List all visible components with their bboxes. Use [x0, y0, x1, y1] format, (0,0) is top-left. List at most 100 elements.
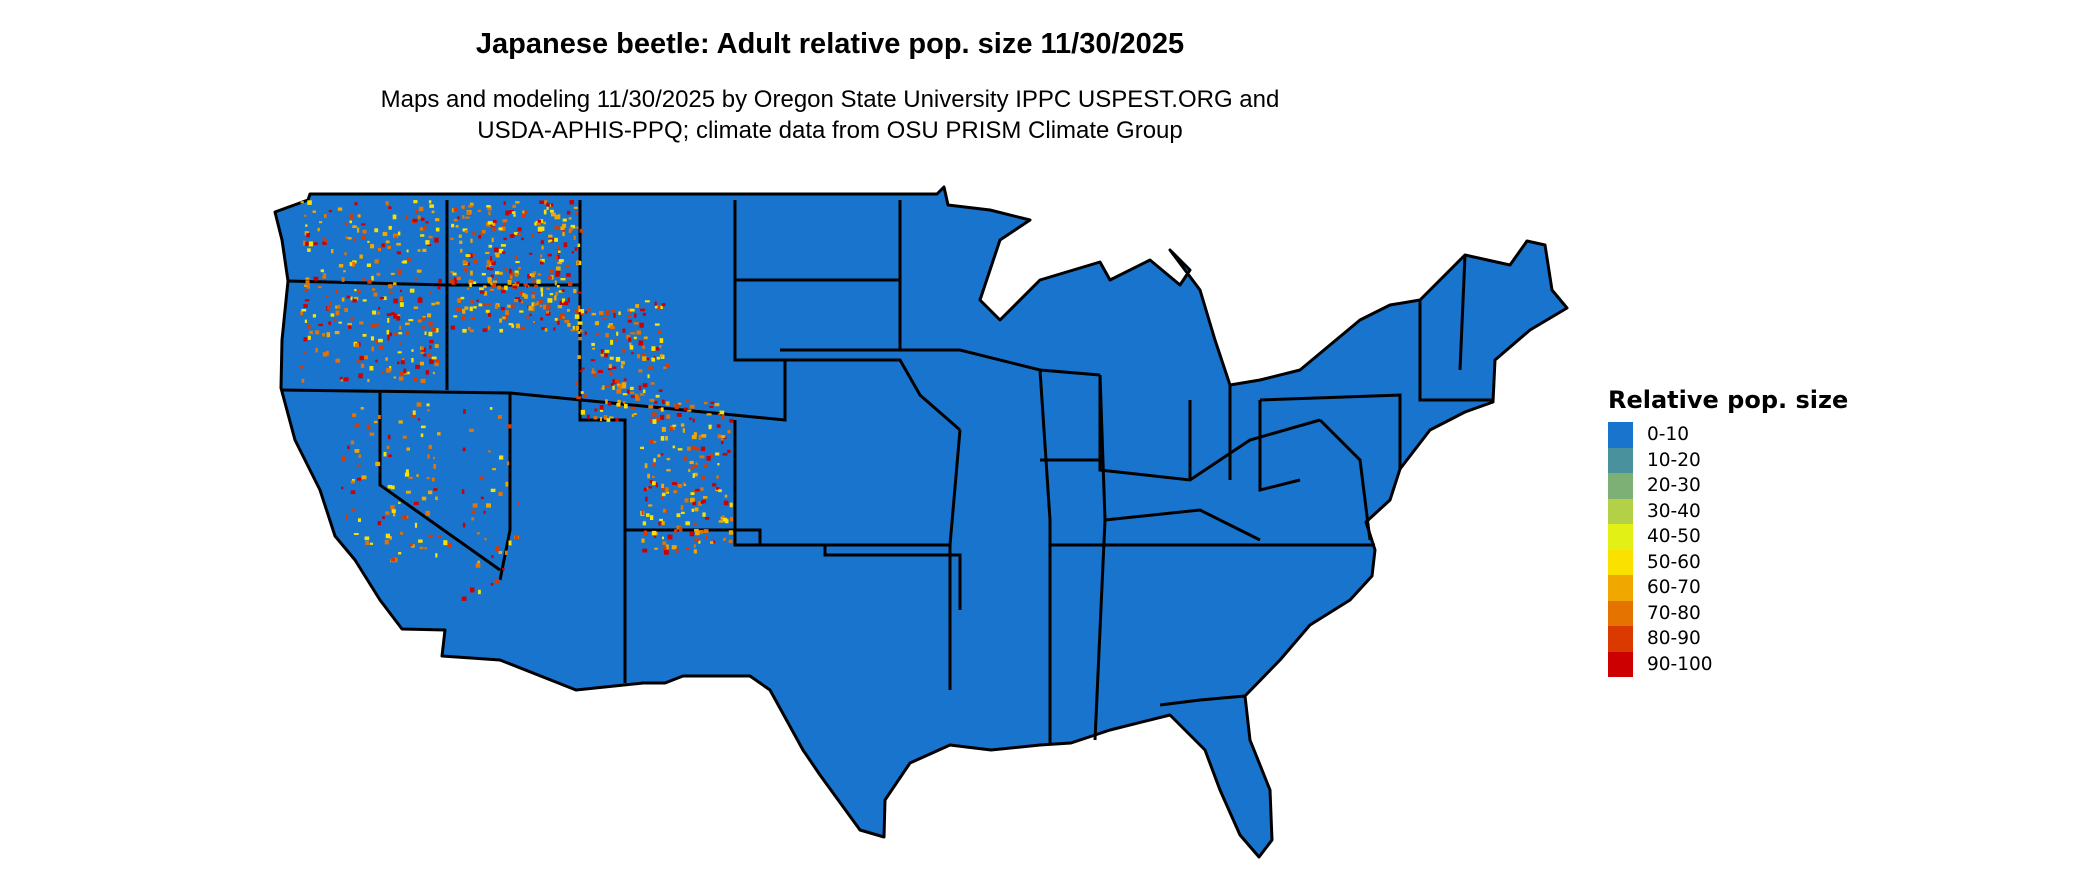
hotspot-speck	[521, 237, 524, 241]
hotspot-speck	[358, 373, 363, 379]
hotspot-speck	[534, 284, 538, 288]
hotspot-speck	[420, 317, 426, 321]
hotspot-speck	[406, 447, 411, 451]
hotspot-speck	[401, 261, 407, 264]
hotspot-speck	[546, 304, 551, 310]
hotspot-speck	[582, 367, 585, 370]
hotspot-speck	[519, 291, 524, 295]
hotspot-speck	[656, 356, 660, 360]
legend-item: 60-70	[1608, 575, 1848, 601]
hotspot-speck	[317, 227, 320, 232]
hotspot-speck	[502, 251, 506, 254]
hotspot-speck	[690, 466, 694, 470]
hotspot-speck	[727, 429, 731, 434]
hotspot-speck	[505, 310, 509, 316]
hotspot-speck	[576, 260, 580, 265]
hotspot-speck	[333, 318, 337, 321]
hotspot-speck	[645, 496, 648, 502]
hotspot-speck	[612, 379, 618, 384]
hotspot-speck	[536, 301, 540, 305]
hotspot-speck	[396, 251, 401, 255]
hotspot-speck	[451, 223, 455, 228]
hotspot-speck	[488, 325, 491, 330]
hotspot-speck	[413, 501, 419, 505]
hotspot-speck	[580, 409, 586, 415]
hotspot-speck	[346, 295, 351, 299]
hotspot-speck	[657, 330, 662, 334]
hotspot-speck	[557, 214, 561, 220]
hotspot-speck	[665, 487, 669, 493]
hotspot-speck	[647, 374, 650, 379]
hotspot-speck	[398, 552, 402, 555]
hotspot-speck	[372, 288, 376, 291]
hotspot-speck	[361, 235, 366, 240]
hotspot-speck	[655, 346, 660, 351]
hotspot-speck	[428, 534, 433, 538]
hotspot-speck	[722, 515, 725, 518]
hotspot-speck	[522, 292, 526, 297]
hotspot-speck	[574, 314, 580, 319]
hotspot-speck	[427, 409, 430, 412]
hotspot-speck	[602, 317, 607, 320]
hotspot-speck	[327, 305, 331, 311]
hotspot-speck	[554, 318, 558, 321]
hotspot-speck	[661, 426, 666, 432]
hotspot-speck	[706, 455, 711, 461]
hotspot-speck	[630, 391, 635, 394]
hotspot-speck	[431, 210, 435, 214]
hotspot-speck	[394, 236, 397, 239]
hotspot-speck	[648, 404, 654, 409]
hotspot-speck	[629, 342, 632, 347]
hotspot-speck	[628, 337, 632, 342]
hotspot-speck	[462, 260, 467, 264]
hotspot-speck	[429, 345, 432, 349]
hotspot-speck	[405, 322, 410, 326]
hotspot-speck	[434, 362, 439, 367]
hotspot-speck	[390, 272, 395, 275]
hotspot-speck	[469, 306, 473, 312]
hotspot-speck	[633, 322, 639, 325]
legend-swatch	[1608, 473, 1633, 499]
hotspot-speck	[366, 424, 371, 430]
hotspot-speck	[591, 342, 595, 346]
hotspot-speck	[654, 305, 659, 309]
hotspot-speck	[350, 440, 355, 445]
hotspot-speck	[506, 461, 510, 466]
hotspot-speck	[694, 507, 699, 512]
hotspot-speck	[478, 235, 482, 239]
hotspot-speck	[472, 253, 476, 257]
hotspot-speck	[630, 395, 636, 398]
hotspot-speck	[662, 546, 667, 550]
hotspot-speck	[386, 445, 390, 450]
map-subtitle: Maps and modeling 11/30/2025 by Oregon S…	[0, 84, 1660, 146]
hotspot-speck	[383, 451, 387, 457]
hotspot-speck	[307, 324, 311, 329]
hotspot-speck	[639, 393, 645, 396]
hotspot-speck	[592, 368, 595, 372]
hotspot-speck	[388, 284, 393, 289]
hotspot-speck	[428, 200, 432, 204]
hotspot-speck	[630, 386, 634, 390]
hotspot-speck	[489, 256, 493, 261]
hotspot-speck	[325, 295, 329, 298]
hotspot-speck	[304, 319, 308, 323]
hotspot-speck	[481, 272, 486, 276]
hotspot-speck	[378, 306, 381, 310]
hotspot-speck	[614, 378, 620, 384]
hotspot-speck	[397, 361, 400, 365]
hotspot-speck	[541, 327, 546, 330]
hotspot-speck	[350, 317, 354, 321]
hotspot-speck	[608, 416, 614, 419]
hotspot-speck	[358, 454, 362, 458]
hotspot-speck	[689, 531, 695, 537]
hotspot-speck	[691, 446, 697, 450]
hotspot-speck	[300, 311, 303, 316]
hotspot-speck	[715, 452, 720, 456]
hotspot-speck	[315, 347, 318, 353]
hotspot-speck	[512, 204, 517, 208]
hotspot-speck	[404, 215, 408, 220]
hotspot-speck	[578, 309, 582, 313]
hotspot-speck	[649, 480, 653, 484]
hotspot-speck	[488, 244, 493, 248]
hotspot-speck	[722, 517, 728, 522]
